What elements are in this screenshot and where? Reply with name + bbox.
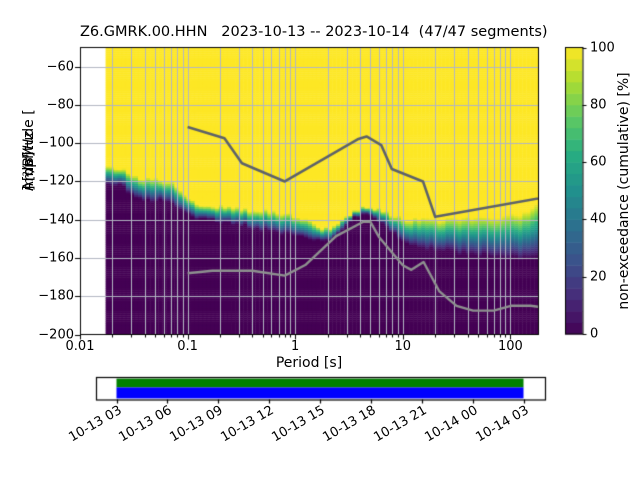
y-tick-label: −160 [38, 250, 74, 266]
colorbar-tick-label: 80 [590, 97, 607, 113]
x-tick-label: 100 [497, 339, 523, 354]
plot-title: Z6.GMRK.00.HHN 2023-10-13 -- 2023-10-14 … [80, 24, 548, 40]
x-tick-label: 1 [291, 339, 300, 354]
colorbar-tick-label: 40 [590, 211, 607, 227]
y-tick-label: −60 [46, 59, 74, 75]
y-tick-label: −140 [38, 212, 74, 228]
y-tick-label: −200 [38, 327, 74, 342]
y-tick-label: −180 [38, 288, 74, 304]
colorbar-tick-label: 20 [590, 269, 607, 285]
x-tick-label: 0.1 [177, 339, 198, 354]
colorbar-tick-label: 60 [590, 154, 607, 170]
y-tick-label: −100 [38, 135, 74, 151]
colorbar-tick-label: 100 [590, 40, 615, 55]
y-tick-label: −80 [46, 97, 74, 113]
x-tick-label: 10 [394, 339, 412, 354]
x-axis-label: Period [s] [275, 355, 343, 371]
colorbar-tick-label: 0 [590, 326, 599, 342]
x-tick-label: 0.01 [65, 339, 95, 354]
y-tick-label: −120 [38, 173, 74, 189]
